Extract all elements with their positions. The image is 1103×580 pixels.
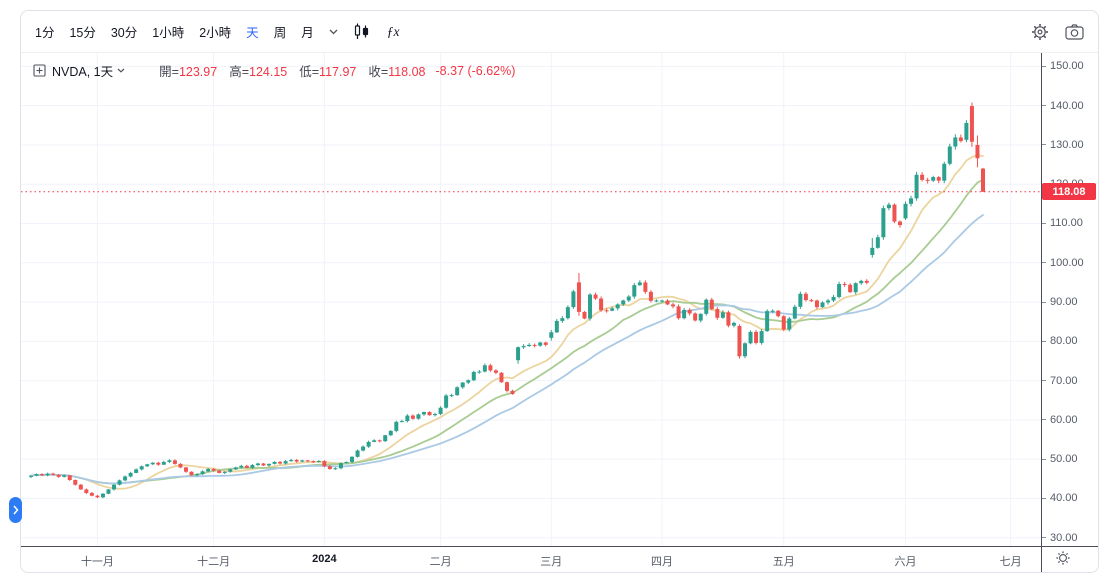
settings-gear-icon[interactable] [1031, 23, 1049, 41]
add-symbol-icon[interactable] [33, 64, 46, 77]
time-tick-label: 六月 [894, 556, 917, 568]
candlestick-chart-icon[interactable] [354, 23, 369, 40]
interval-button-15分[interactable]: 15分 [69, 25, 96, 40]
ohlc-values: 開=123.97 高=124.15 低=117.97 收=118.08 [147, 61, 425, 80]
ma-lines-layer [30, 154, 984, 490]
toolbar: 1分 15分 30分 1小時 2小時天周月 ƒx [21, 11, 1098, 53]
price-tick-label: 110.00 [1042, 217, 1083, 229]
legend-field: 收=118.08 [368, 65, 426, 79]
chevron-down-icon[interactable] [117, 68, 125, 73]
grid-layer [21, 53, 1041, 546]
price-axis[interactable]: 118.08 150.00140.00130.00120.00110.00100… [1041, 53, 1098, 572]
time-axis[interactable]: 十一月 十二月 2024 二月 三月 四月 五月 六月 七月 [21, 546, 1098, 572]
candles-layer [29, 102, 985, 499]
chart-widget: 1分 15分 30分 1小時 2小時天周月 ƒx [9, 10, 1099, 573]
show-panel-toggle[interactable] [9, 497, 22, 523]
legend-field: 低=117.97 [299, 65, 357, 79]
time-tick-label: 十二月 [197, 556, 231, 568]
chevron-down-icon[interactable] [329, 29, 338, 35]
symbol-legend[interactable]: NVDA, 1天 開=123.97 高=124.15 低=117.97 收=118.0… [33, 61, 515, 80]
legend-field: 開=123.97 [159, 65, 218, 79]
time-tick-label: 四月 [650, 556, 673, 568]
function-icon[interactable]: ƒx [387, 24, 400, 40]
time-tick-label: 七月 [999, 556, 1022, 568]
toolbar-right [1031, 23, 1084, 41]
legend-field: 高=124.15 [229, 65, 288, 79]
time-tick-label: 二月 [429, 556, 452, 568]
fx-label: ƒx [386, 23, 400, 39]
camera-snapshot-icon[interactable] [1065, 23, 1084, 40]
time-tick-label: 十一月 [80, 556, 114, 568]
price-tick-label: 70.00 [1042, 375, 1078, 387]
price-tick-label: 150.00 [1042, 60, 1084, 72]
interval-button-周[interactable]: 周 [273, 25, 287, 40]
axis-settings-gear-icon[interactable] [1055, 550, 1071, 566]
interval-button-月[interactable]: 月 [301, 25, 314, 40]
price-tick-label: 40.00 [1042, 492, 1078, 504]
interval-button-天[interactable]: 天 [246, 25, 259, 40]
time-tick-label: 五月 [772, 556, 795, 568]
change-value: -8.37 (-6.62%) [435, 63, 516, 78]
interval-button-2小時[interactable]: 2小時 [199, 25, 232, 40]
time-tick-label: 三月 [540, 556, 563, 568]
price-tick-label: 80.00 [1042, 335, 1078, 347]
price-tick-label: 30.00 [1042, 532, 1078, 544]
time-tick-label: 2024 [312, 553, 337, 565]
last-price-badge: 118.08 [1042, 183, 1096, 201]
interval-buttons: 1分 15分 30分 1小時 2小時天周月 [35, 22, 329, 42]
interval-button-30分[interactable]: 30分 [110, 25, 138, 40]
interval-button-1分[interactable]: 1分 [35, 25, 55, 40]
chart-pane[interactable] [21, 53, 1041, 546]
price-tick-label: 90.00 [1042, 296, 1078, 308]
price-tick-label: 50.00 [1042, 453, 1078, 465]
price-tick-label: 130.00 [1042, 139, 1084, 151]
price-tick-label: 140.00 [1042, 100, 1084, 112]
price-tick-label: 60.00 [1042, 414, 1078, 426]
interval-button-1小時[interactable]: 1小時 [152, 25, 185, 40]
price-tick-label: 100.00 [1042, 257, 1084, 269]
symbol-title[interactable]: NVDA, 1天 [52, 65, 114, 79]
